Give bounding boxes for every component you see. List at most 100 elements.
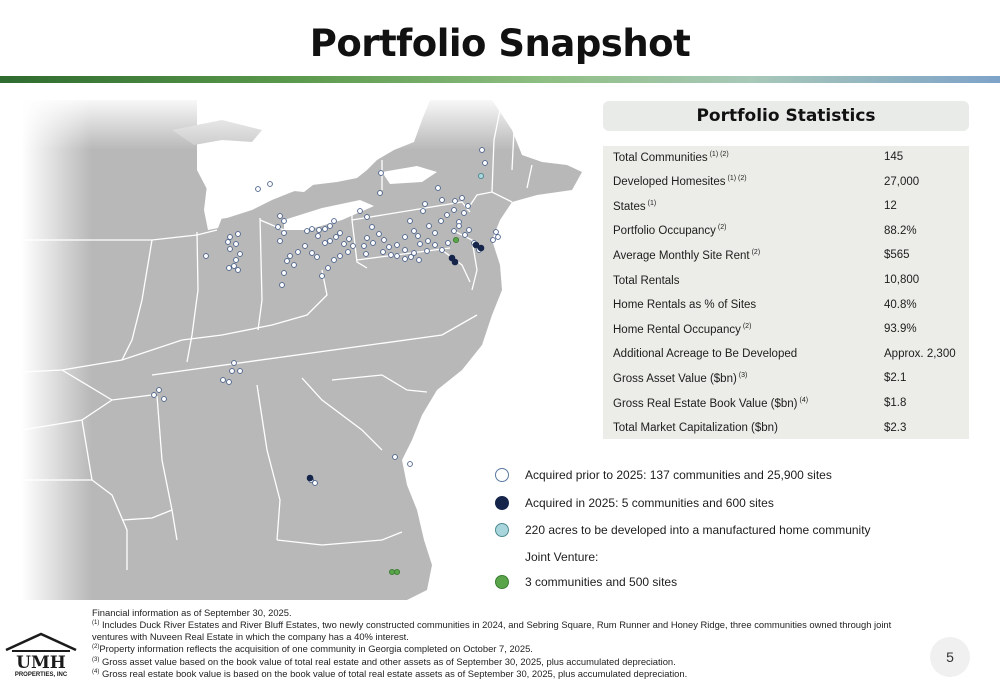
light-blue-circle-icon — [495, 523, 509, 537]
prior-community-marker — [267, 181, 273, 187]
prior-community-marker — [319, 273, 325, 279]
prior-community-marker — [444, 212, 450, 218]
prior-community-marker — [424, 248, 430, 254]
prior-community-marker — [363, 251, 369, 257]
prior-community-marker — [277, 213, 283, 219]
prior-community-marker — [151, 392, 157, 398]
prior-community-marker — [281, 218, 287, 224]
prior-community-marker — [227, 234, 233, 240]
prior-community-marker — [407, 461, 413, 467]
prior-community-marker — [341, 241, 347, 247]
prior-community-marker — [411, 228, 417, 234]
legend-text: Acquired prior to 2025: 137 communities … — [525, 468, 832, 482]
prior-community-marker — [237, 251, 243, 257]
prior-community-marker — [402, 247, 408, 253]
prior-community-marker — [235, 231, 241, 237]
svg-text:UMH: UMH — [16, 653, 66, 673]
prior-community-marker — [452, 198, 458, 204]
stat-label: Gross Real Estate Book Value ($bn) (4) — [613, 396, 809, 410]
prior-community-marker — [337, 253, 343, 259]
prior-community-marker — [435, 185, 441, 191]
prior-community-marker — [417, 241, 423, 247]
prior-community-marker — [381, 237, 387, 243]
prior-community-marker — [392, 454, 398, 460]
stat-value: 40.8% — [884, 298, 917, 311]
prior-community-marker — [291, 262, 297, 268]
prior-community-marker — [425, 238, 431, 244]
stat-row: Average Monthly Site Rent (2) $565 — [603, 244, 969, 266]
prior-community-marker — [439, 197, 445, 203]
prior-community-marker — [364, 214, 370, 220]
prior-community-marker — [364, 235, 370, 241]
stat-row: Developed Homesites (1) (2) 27,000 — [603, 171, 969, 193]
prior-community-marker — [331, 257, 337, 263]
legend-heading: Joint Venture: — [525, 550, 599, 564]
prior-community-marker — [229, 368, 235, 374]
prior-community-marker — [415, 233, 421, 239]
footnotes: Financial information as of September 30… — [92, 607, 912, 680]
prior-community-marker — [304, 228, 310, 234]
portfolio-map — [22, 100, 602, 600]
prior-community-marker — [416, 257, 422, 263]
community-markers — [151, 147, 501, 576]
prior-community-marker — [445, 240, 451, 246]
prior-community-marker — [309, 226, 315, 232]
umh-logo: UMH PROPERTIES, INC — [2, 630, 80, 678]
stat-label: Total Rentals — [613, 274, 680, 287]
stat-row: Additional Acreage to Be Developed Appro… — [603, 343, 969, 365]
prior-community-marker — [380, 249, 386, 255]
new-community-marker — [477, 244, 485, 252]
title-divider — [0, 76, 1000, 83]
stat-value: 12 — [884, 200, 897, 213]
prior-community-marker — [227, 246, 233, 252]
joint-venture-marker — [388, 568, 396, 576]
prior-community-marker — [462, 232, 468, 238]
prior-community-marker — [438, 218, 444, 224]
stat-value: Approx. 2,300 — [884, 347, 956, 360]
stat-value: 88.2% — [884, 224, 917, 237]
prior-community-marker — [386, 244, 392, 250]
footnote-1: (1) Includes Duck River Estates and Rive… — [92, 619, 892, 642]
prior-community-marker — [225, 239, 231, 245]
white-circle-icon — [495, 468, 509, 482]
prior-community-marker — [426, 223, 432, 229]
prior-community-marker — [233, 241, 239, 247]
prior-community-marker — [295, 249, 301, 255]
prior-community-marker — [233, 257, 239, 263]
stat-label: Total Market Capitalization ($bn) — [613, 422, 778, 434]
prior-community-marker — [325, 265, 331, 271]
prior-community-marker — [466, 227, 472, 233]
new-community-marker — [472, 241, 480, 249]
prior-community-marker — [231, 360, 237, 366]
prior-community-marker — [316, 227, 322, 233]
prior-community-marker — [322, 240, 328, 246]
prior-community-marker — [235, 267, 241, 273]
prior-community-marker — [361, 243, 367, 249]
stat-row: Total Market Capitalization ($bn) $2.3 — [603, 417, 969, 439]
legend-text: 3 communities and 500 sites — [525, 575, 678, 589]
page-number: 5 — [930, 637, 970, 677]
joint-venture-marker — [452, 236, 460, 244]
prior-community-marker — [331, 218, 337, 224]
new-community-marker — [306, 474, 314, 482]
prior-community-marker — [315, 233, 321, 239]
prior-community-marker — [309, 250, 315, 256]
map-svg — [22, 100, 602, 600]
stat-row: Home Rentals as % of Sites 40.8% — [603, 294, 969, 316]
stats-table: Total Communities (1) (2) 145 Developed H… — [603, 146, 969, 439]
prior-community-marker — [394, 242, 400, 248]
prior-community-marker — [287, 253, 293, 259]
stat-label: Additional Acreage to Be Developed — [613, 348, 798, 361]
legend-text: 220 acres to be developed into a manufac… — [525, 523, 871, 537]
legend-text: Acquired in 2025: 5 communities and 600 … — [525, 496, 774, 510]
prior-community-marker — [402, 256, 408, 262]
stat-row: Gross Asset Value ($bn) (3) $2.1 — [603, 367, 969, 389]
joint-venture-marker — [393, 568, 401, 576]
prior-community-marker — [322, 226, 328, 232]
prior-community-marker — [255, 186, 261, 192]
prior-community-marker — [461, 210, 467, 216]
stat-label: Total Communities (1) (2) — [613, 150, 729, 164]
prior-community-marker — [345, 249, 351, 255]
prior-community-marker — [327, 223, 333, 229]
footnote-4: (4) Gross real estate book value is base… — [92, 668, 688, 680]
